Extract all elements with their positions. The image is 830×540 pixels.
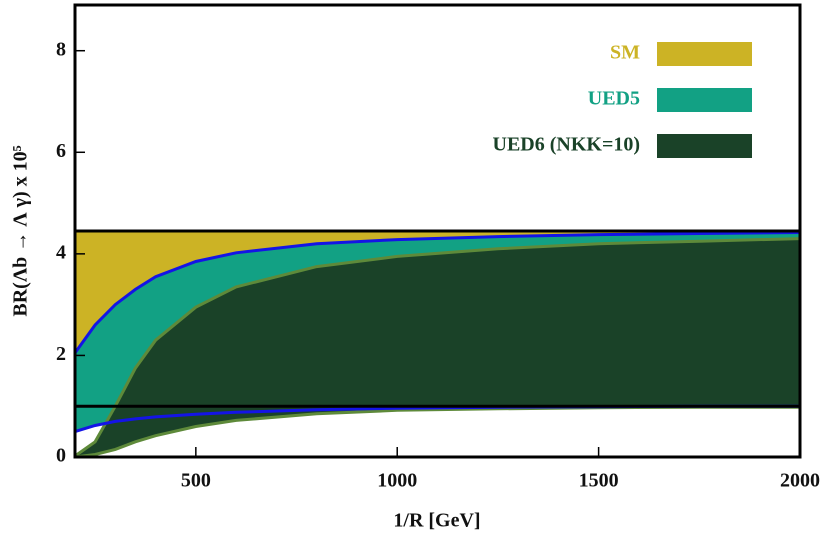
y-tick-label: 0 — [56, 445, 66, 467]
x-axis-label: 1/R [GeV] — [393, 510, 480, 532]
y-axis-label: BR(Λb → Λ γ) x 10⁵ — [10, 145, 32, 316]
plot-frame — [73, 3, 802, 459]
x-tick-label: 500 — [181, 470, 211, 492]
legend-label: UED5 — [588, 88, 640, 110]
legend-swatch — [657, 42, 752, 66]
x-tick-label: 2000 — [780, 470, 820, 492]
y-tick-label: 8 — [56, 38, 66, 60]
band-edge — [73, 231, 801, 354]
x-tick-label: 1000 — [377, 470, 417, 492]
legend-label: SM — [610, 42, 640, 64]
x-tick-label: 1500 — [579, 470, 619, 492]
y-tick-label: 2 — [56, 343, 66, 365]
legend-swatch — [657, 134, 752, 158]
y-tick-label: 6 — [56, 140, 66, 162]
band-area — [75, 238, 800, 457]
y-tick-label: 4 — [56, 241, 66, 263]
legend-swatch — [657, 88, 752, 112]
legend-label: UED6 (NKK=10) — [493, 134, 641, 156]
